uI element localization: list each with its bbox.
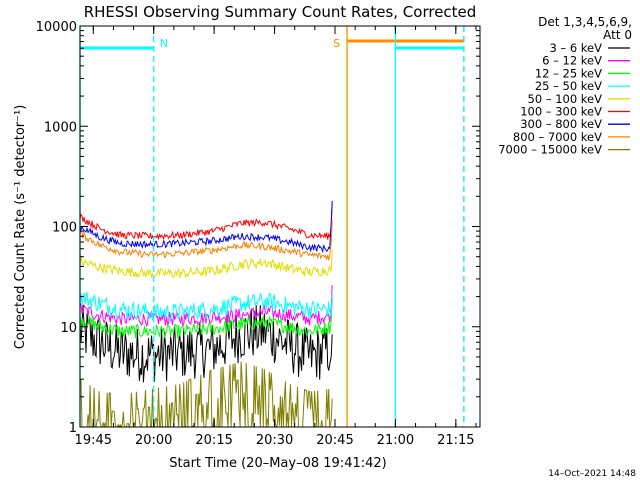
chart-title: RHESSI Observing Summary Count Rates, Co… bbox=[84, 3, 477, 21]
legend-entry-label: 300 – 800 keV bbox=[520, 117, 602, 131]
legend-header-line-1: Det 1,3,4,5,6,9, bbox=[538, 15, 632, 29]
x-tick-label: 20:00 bbox=[135, 433, 172, 448]
series-line-1 bbox=[79, 305, 333, 383]
legend-entry-label: 12 – 25 keV bbox=[535, 66, 602, 80]
y-tick-label: 1000 bbox=[44, 120, 77, 135]
x-axis-label: Start Time (20–May–08 19:41:42) bbox=[169, 456, 386, 471]
series-line-7 bbox=[79, 200, 333, 254]
series-line-4 bbox=[79, 291, 333, 323]
legend-entry-label: 50 – 100 keV bbox=[528, 92, 603, 106]
timestamp: 14–Oct–2021 14:48 bbox=[548, 469, 636, 479]
series-line-8 bbox=[79, 220, 333, 261]
legend-entry-label: 800 – 7000 keV bbox=[513, 130, 602, 144]
series-line-6 bbox=[79, 203, 333, 241]
series-line-5 bbox=[79, 249, 333, 280]
series-line-3 bbox=[79, 298, 333, 339]
y-tick-label: 10000 bbox=[36, 20, 77, 35]
y-axis-label: Corrected Count Rate (s⁻¹ detector⁻¹) bbox=[13, 105, 28, 350]
x-tick-label: 19:45 bbox=[75, 433, 112, 448]
series-marks bbox=[79, 200, 333, 429]
night-label: N bbox=[160, 37, 168, 50]
x-tick-label: 20:15 bbox=[195, 433, 232, 448]
x-tick-label: 20:30 bbox=[256, 433, 293, 448]
x-tick-label: 21:15 bbox=[437, 433, 474, 448]
x-tick-label: 20:45 bbox=[316, 433, 353, 448]
legend-entry-label: 25 – 50 keV bbox=[535, 79, 602, 93]
legend-entry-label: 100 – 300 keV bbox=[520, 105, 602, 119]
saa-label: S bbox=[333, 37, 340, 50]
y-tick-label: 1 bbox=[69, 421, 77, 436]
x-tick-label: 21:00 bbox=[377, 433, 414, 448]
axes: 1 10 100 1000 10000 19:45 20:00 20:15 20:30 20:45… bbox=[36, 20, 481, 448]
series-line-2 bbox=[79, 285, 333, 328]
legend-entry-label: 7000 – 15000 keV bbox=[498, 143, 602, 157]
legend-entry-label: 3 – 6 keV bbox=[549, 41, 602, 55]
legend-header-line-2: Att 0 bbox=[603, 28, 632, 42]
legend-entry-label: 6 – 12 keV bbox=[542, 54, 602, 68]
y-tick-label: 10 bbox=[60, 321, 77, 336]
y-tick-label: 100 bbox=[52, 221, 77, 236]
